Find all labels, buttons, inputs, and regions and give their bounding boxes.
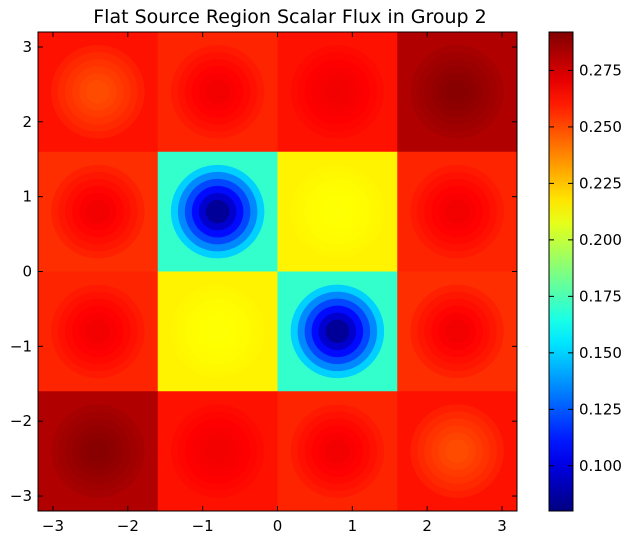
flux-pin-ring: [205, 199, 230, 224]
colorbar-tick-label: 0.250: [579, 118, 622, 136]
flux-pin-ring: [325, 80, 350, 104]
y-tick-label: −2: [10, 412, 32, 430]
colorbar-tick-label: 0.100: [579, 457, 622, 475]
y-tick-label: 1: [22, 188, 32, 206]
flux-pin-ring: [86, 80, 110, 104]
y-tick-label: −3: [10, 487, 32, 505]
colorbar: 0.100 0.125 0.150 0.175 0.200 0.225 0.250 0.275: [548, 31, 622, 512]
flux-pin-ring: [445, 439, 469, 463]
flux-pin-ring: [205, 80, 230, 104]
plot-area: [38, 32, 517, 511]
y-tick-label: 0: [22, 263, 32, 281]
flux-pin-ring: [86, 319, 110, 344]
flux-pin-ring: [445, 319, 469, 344]
flux-pin-ring: [86, 439, 110, 463]
y-tick-label: −1: [10, 337, 32, 355]
axis-ticks: −3 −2 −1 0 1 2 3 −3 −2 −1 0 1 2 3: [10, 32, 517, 535]
chart-title: Flat Source Region Scalar Flux in Group …: [93, 6, 487, 28]
x-tick-label: −3: [42, 517, 64, 535]
colorbar-frame: [548, 31, 574, 512]
y-tick-label: 3: [22, 38, 32, 56]
x-tick-label: 2: [422, 517, 432, 535]
colorbar-tick-label: 0.275: [579, 61, 622, 79]
colorbar-tick-label: 0.125: [579, 400, 622, 418]
flux-pin-ring: [205, 439, 230, 463]
colorbar-tick-label: 0.150: [579, 344, 622, 362]
flux-pin-ring: [86, 199, 110, 224]
flux-pin-ring: [325, 439, 350, 463]
x-tick-label: 0: [273, 517, 283, 535]
colorbar-tick-label: 0.175: [579, 287, 622, 305]
x-tick-label: −2: [117, 517, 139, 535]
flux-pin-ring: [325, 199, 350, 224]
y-tick-label: 2: [22, 113, 32, 131]
flux-pin-ring: [325, 319, 350, 344]
colorbar-tick-label: 0.200: [579, 231, 622, 249]
x-tick-label: 3: [497, 517, 507, 535]
colorbar-gradient: [549, 32, 573, 511]
x-tick-label: 1: [348, 517, 358, 535]
flux-pin-ring: [445, 80, 469, 104]
colorbar-tick-label: 0.225: [579, 174, 622, 192]
flux-pin-ring: [205, 319, 230, 344]
flux-pin-ring: [445, 199, 469, 224]
x-tick-label: −1: [192, 517, 214, 535]
